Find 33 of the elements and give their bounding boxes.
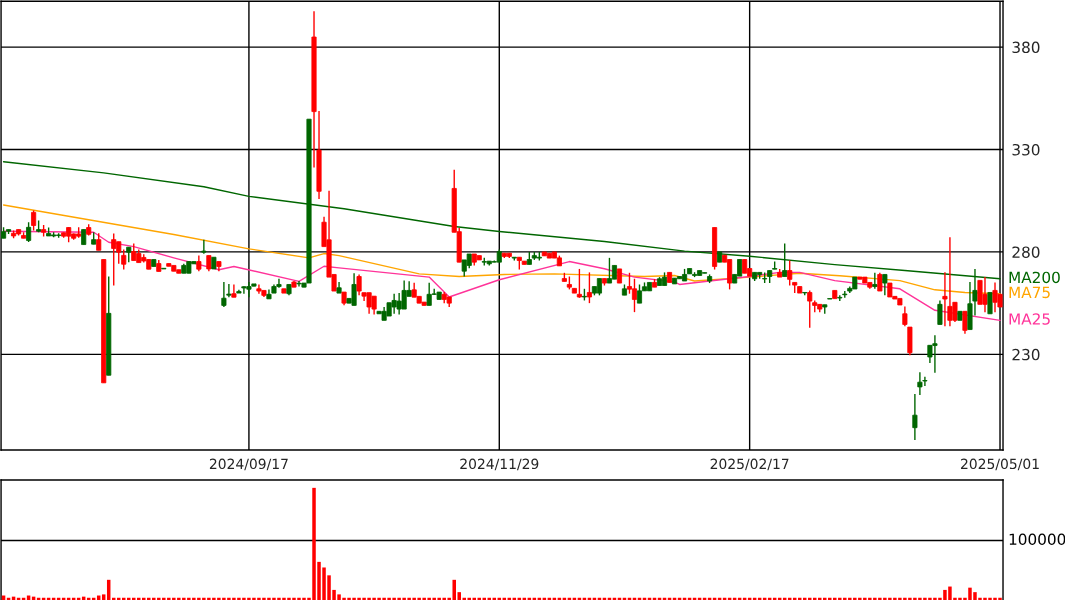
candlestick [882,273,888,297]
candlestick [576,268,582,299]
bar [101,594,106,600]
candlestick [937,299,943,326]
text: 100000 [1009,533,1065,545]
candlestick [912,393,918,441]
x-tick-label: 2024/09/17 [209,458,288,471]
x-tick-label: 2025/02/17 [710,458,789,471]
candlestick [31,209,37,232]
candlestick [586,271,592,304]
candlestick [872,272,878,290]
y-tick-label: 380 [1012,41,1040,54]
candlestick [636,283,643,304]
series-label: MA75 [1009,286,1050,299]
candlestick [631,278,638,313]
candlestick [201,239,207,255]
candlestick [987,291,993,315]
candlestick [356,273,362,297]
candlestick [221,281,227,308]
y-tick-label: 280 [1012,246,1040,258]
y-tick-label: 330 [1012,143,1040,156]
candlestick [787,259,793,287]
y-tick-label: 230 [1012,348,1040,361]
series-label: MA25 [1009,313,1050,325]
candlestick [877,272,883,292]
candlestick [962,310,968,335]
x-tick-label: 2024/11/29 [460,458,539,471]
line-series [2,204,1001,295]
series-label: MA200 [1009,271,1060,284]
x-tick-label: 2025/05/01 [961,458,1039,471]
candlestick [426,282,432,307]
candlestick [26,221,32,243]
candlestick [231,283,237,298]
